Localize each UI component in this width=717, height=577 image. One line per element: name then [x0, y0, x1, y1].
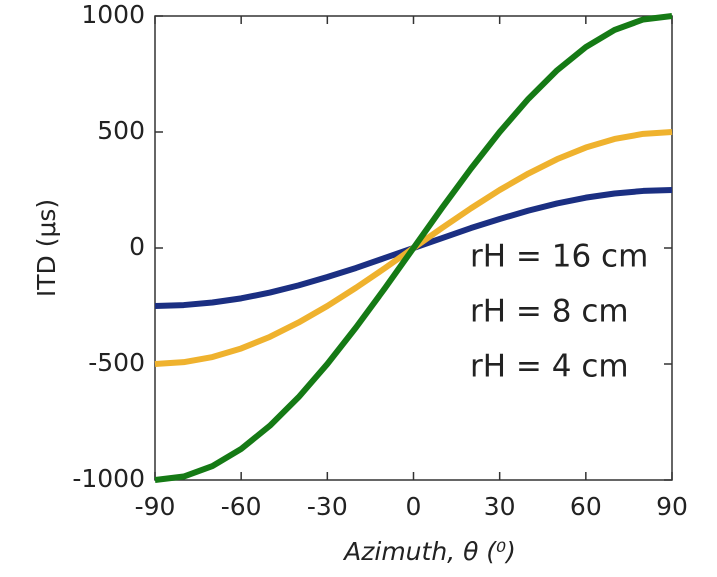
x-tick-label: 90	[656, 492, 688, 521]
legend-label: rH = 4 cm	[470, 349, 629, 385]
legend-label: rH = 16 cm	[470, 239, 648, 275]
y-axis-label: ITD (μs)	[32, 199, 61, 297]
legend-label: rH = 8 cm	[470, 294, 629, 330]
y-tick-label: 0	[129, 232, 145, 261]
y-tick-label: 1000	[81, 0, 145, 29]
x-tick-label: 60	[570, 492, 602, 521]
y-tick-label: 500	[97, 116, 145, 145]
chart: ITD (μs) Azimuth, θ (⁰) -1000 -500 0 500 100…	[0, 0, 717, 577]
x-tick-label: 0	[406, 492, 422, 521]
x-tick-label: -90	[135, 492, 176, 521]
y-tick-label: -500	[88, 348, 145, 377]
x-tick-label: 30	[484, 492, 516, 521]
x-tick-label: -30	[307, 492, 348, 521]
y-tick-label: -1000	[72, 464, 145, 493]
x-axis-label: Azimuth, θ (⁰)	[342, 537, 516, 566]
x-tick-label: -60	[221, 492, 262, 521]
